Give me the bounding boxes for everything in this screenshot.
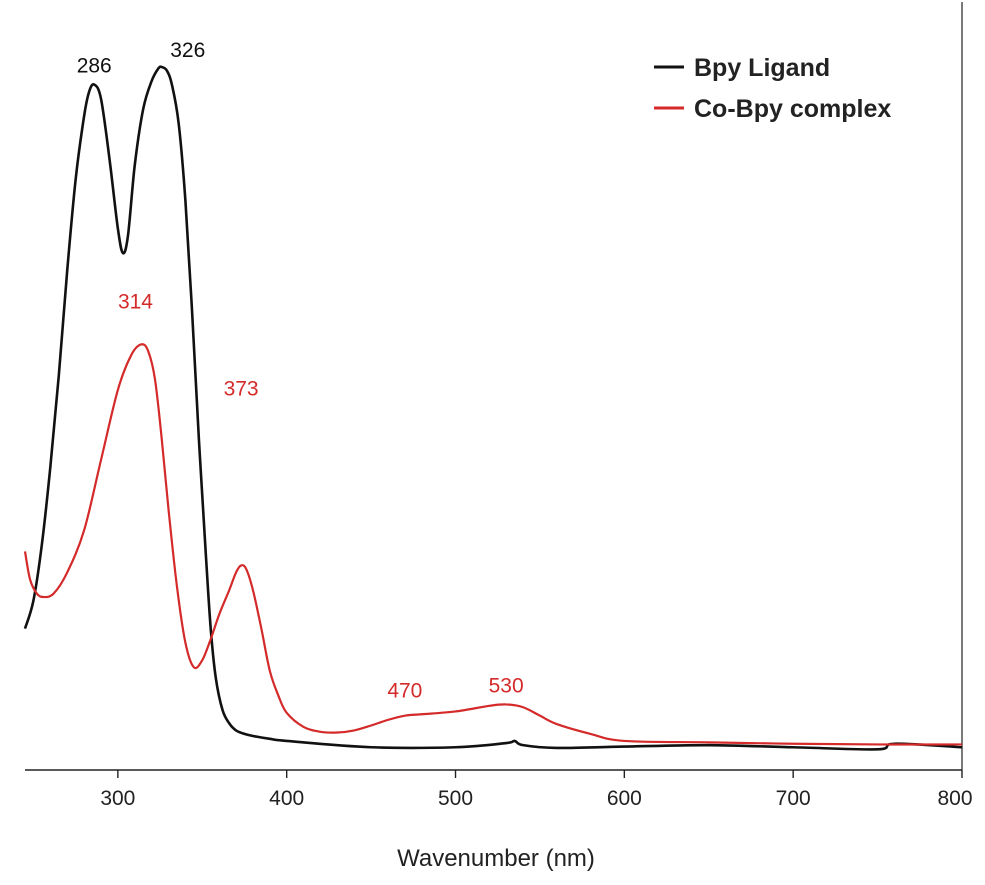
x-tick-label-700: 700 [776, 787, 811, 810]
x-tick-label-300: 300 [100, 787, 135, 810]
legend: Bpy Ligand Co-Bpy complex [654, 54, 891, 123]
x-tick-label-600: 600 [607, 787, 642, 810]
legend-label-co-bpy-complex: Co-Bpy complex [694, 95, 891, 123]
x-ticks: 300 400 500 600 700 800 [100, 770, 973, 810]
series-line-co-bpy-complex [23, 343, 963, 746]
peak-label-286: 286 [77, 55, 112, 78]
peak-annotations: 286 326 314 373 470 530 [77, 39, 524, 703]
x-tick-label-400: 400 [269, 787, 304, 810]
series-line-bpy-ligand [23, 65, 963, 751]
x-tick-label-500: 500 [438, 787, 473, 810]
peak-label-470: 470 [387, 680, 422, 703]
plot-frame [25, 2, 963, 771]
legend-label-bpy-ligand: Bpy Ligand [694, 54, 830, 82]
series-layer [23, 65, 963, 751]
x-axis-title: Wavenumber (nm) [397, 845, 595, 872]
peak-label-314: 314 [118, 290, 153, 313]
peak-label-326: 326 [170, 39, 205, 62]
peak-label-373: 373 [224, 377, 259, 400]
x-tick-label-800: 800 [937, 787, 972, 810]
peak-label-530: 530 [489, 674, 524, 697]
